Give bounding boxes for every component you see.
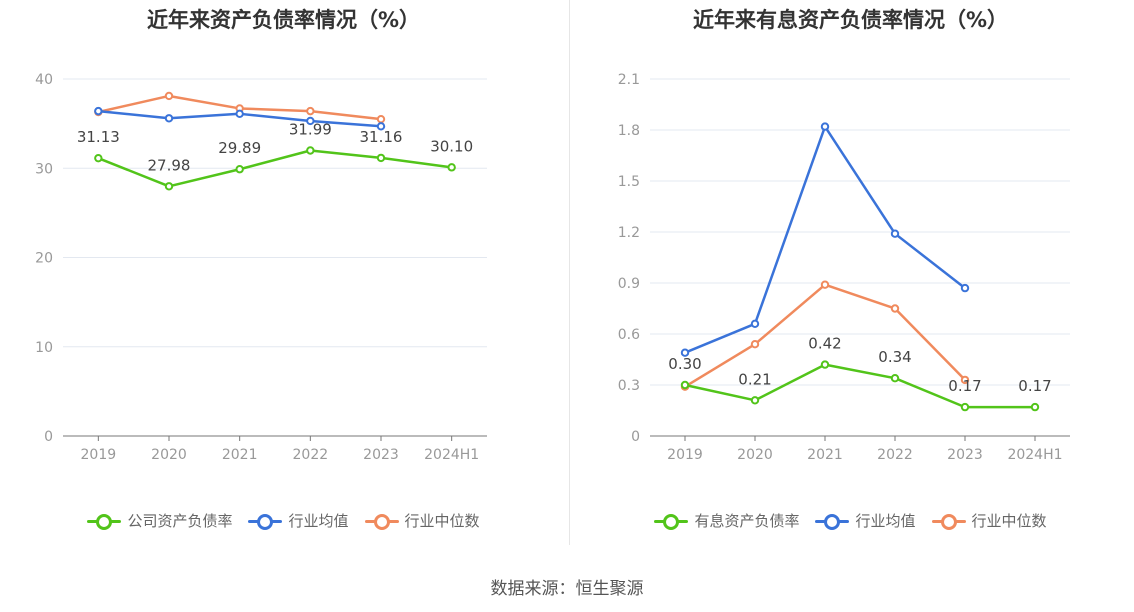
data-point	[890, 374, 900, 383]
data-source-note: 数据来源：恒生聚源	[490, 579, 644, 599]
data-point	[306, 146, 315, 155]
legend-swatch-company	[87, 513, 122, 530]
x-tick-label: 2023	[947, 447, 983, 463]
x-tick-label: 2023	[363, 447, 399, 463]
y-tick-label: 1.8	[618, 123, 640, 139]
x-tick-label: 2024H1	[1007, 447, 1062, 463]
x-tick-label: 2019	[81, 447, 117, 463]
y-tick-label: 1.2	[618, 225, 640, 241]
data-point	[447, 163, 456, 172]
data-point	[750, 340, 760, 349]
series-line	[97, 149, 452, 188]
data-point	[306, 106, 315, 116]
data-point	[960, 283, 970, 293]
legend-item-median[interactable]: 行业中位数	[364, 510, 480, 531]
data-label: 0.42	[808, 335, 841, 353]
data-point	[680, 348, 690, 357]
data-point	[376, 122, 386, 131]
data-point	[890, 229, 900, 238]
x-tick-label: 2020	[151, 447, 187, 463]
data-point	[750, 319, 760, 328]
legend-item-avg[interactable]: 行业均值	[248, 510, 349, 531]
data-label: 0.17	[1018, 377, 1051, 395]
y-tick-label: 0.3	[618, 378, 640, 394]
y-tick-label: 1.5	[618, 174, 640, 190]
left-line-chart: 0 10 20 30 40 2019 2020 2021 2022 2023 2024H1 31.13…	[35, 72, 487, 463]
right-line-chart: 0 0.3 0.6 0.9 1.2 1.5 1.8 2.1 2019 2020 2021 2022 20…	[618, 72, 1070, 463]
left-chart-panel: 近年来资产负债率情况（%） 0 10 20 30 40 2019 2020 2021 2022 2…	[0, 0, 567, 560]
legend-label: 有息资产负债率	[694, 512, 800, 530]
x-tick-label: 2021	[807, 447, 843, 463]
left-chart-title: 近年来资产负债率情况（%）	[146, 8, 421, 32]
data-point	[820, 360, 830, 369]
y-tick-label: 20	[35, 251, 53, 267]
data-point	[376, 153, 386, 163]
legend-item-avg[interactable]: 行业均值	[815, 510, 916, 531]
data-label: 31.99	[289, 120, 332, 138]
data-point	[306, 116, 315, 126]
legend-swatch-avg	[248, 513, 283, 530]
legend-item-median[interactable]: 行业中位数	[931, 510, 1047, 531]
y-tick-label: 0	[631, 429, 640, 445]
legend-label: 行业中位数	[404, 512, 480, 530]
data-point	[750, 396, 760, 405]
legend-item-company[interactable]: 公司资产负债率	[87, 510, 232, 531]
x-tick-label: 2021	[222, 447, 258, 463]
data-label: 0.30	[668, 355, 701, 373]
legend-swatch-median	[364, 513, 399, 530]
legend-swatch-median	[931, 513, 966, 530]
y-tick-label: 0	[44, 429, 53, 445]
x-tick-label: 2022	[877, 447, 913, 463]
x-tick-label: 2020	[737, 447, 773, 463]
right-chart-panel: 近年来有息资产负债率情况（%） 0 0.3 0.6 0.9 1.2 1.5 1.8 2.1 20…	[567, 0, 1134, 560]
legend-label: 行业中位数	[971, 512, 1047, 530]
data-point	[164, 91, 174, 101]
right-chart-title: 近年来有息资产负债率情况（%）	[692, 8, 1009, 32]
left-legend: 公司资产负债率 行业均值 行业中位数	[0, 510, 567, 531]
data-point	[820, 122, 830, 131]
data-label: 0.34	[878, 348, 911, 366]
legend-swatch-avg	[815, 513, 850, 530]
x-tick-label: 2019	[667, 447, 703, 463]
data-label: 31.13	[77, 128, 120, 146]
y-tick-label: 0.6	[618, 327, 640, 343]
data-point	[94, 106, 103, 116]
legend-label: 行业均值	[288, 512, 349, 530]
data-point	[960, 402, 970, 412]
data-point	[820, 280, 830, 289]
legend-label: 行业均值	[855, 512, 916, 530]
data-label: 29.89	[218, 139, 261, 157]
data-point	[235, 165, 244, 174]
legend-item-company[interactable]: 有息资产负债率	[654, 510, 799, 531]
data-point	[164, 182, 174, 191]
data-label: 30.10	[430, 137, 473, 155]
data-point	[376, 114, 386, 124]
legend-swatch-company	[654, 513, 689, 530]
x-tick-label: 2024H1	[424, 447, 479, 463]
data-label: 27.98	[148, 156, 191, 174]
y-tick-label: 2.1	[618, 72, 640, 88]
data-label: 0.17	[948, 377, 981, 395]
y-tick-label: 30	[35, 161, 53, 177]
series-line	[684, 125, 966, 354]
y-tick-label: 40	[35, 72, 53, 88]
data-label: 31.16	[360, 128, 403, 146]
y-tick-label: 10	[35, 340, 53, 356]
data-label: 0.21	[738, 370, 771, 388]
data-point	[94, 153, 103, 163]
y-tick-label: 0.9	[618, 276, 640, 292]
data-point	[164, 114, 174, 123]
right-legend: 有息资产负债率 行业均值 行业中位数	[567, 510, 1134, 531]
legend-label: 公司资产负债率	[127, 512, 233, 530]
data-point	[1030, 402, 1040, 412]
data-point	[890, 304, 900, 313]
x-tick-label: 2022	[293, 447, 329, 463]
data-point	[235, 109, 244, 119]
panel-divider	[569, 0, 570, 545]
series-line	[684, 363, 1035, 409]
data-point	[960, 375, 970, 385]
data-point	[680, 380, 690, 390]
